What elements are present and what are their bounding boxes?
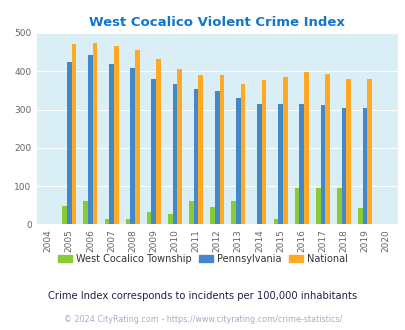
Text: Crime Index corresponds to incidents per 100,000 inhabitants: Crime Index corresponds to incidents per… (48, 291, 357, 301)
Bar (71, 45, 76, 224)
Bar (135, 50, 139, 224)
Bar (151, 79, 156, 224)
Bar (345, 79, 350, 224)
Bar (367, 79, 371, 224)
Bar (168, 214, 172, 224)
Bar (231, 201, 235, 224)
Bar (177, 69, 181, 224)
Bar (341, 108, 345, 224)
Bar (189, 201, 193, 224)
Bar (83, 201, 88, 224)
Bar (210, 207, 214, 224)
Bar (214, 91, 219, 224)
Bar (172, 84, 177, 224)
Bar (336, 188, 341, 224)
Bar (320, 105, 324, 224)
Bar (92, 43, 97, 224)
Text: © 2024 CityRating.com - https://www.cityrating.com/crime-statistics/: © 2024 CityRating.com - https://www.city… (64, 315, 341, 324)
Bar (88, 55, 92, 224)
Bar (130, 68, 135, 224)
Bar (357, 208, 362, 224)
Bar (113, 46, 118, 224)
Bar (193, 89, 198, 224)
Bar (298, 104, 303, 224)
Bar (315, 188, 320, 224)
Bar (147, 212, 151, 224)
Bar (62, 206, 67, 224)
Bar (198, 76, 202, 224)
Bar (303, 72, 308, 224)
Bar (235, 98, 240, 224)
Bar (126, 219, 130, 224)
Bar (261, 80, 266, 224)
Bar (277, 104, 282, 224)
Bar (104, 219, 109, 224)
Bar (256, 104, 261, 224)
Bar (362, 108, 367, 224)
Title: West Cocalico Violent Crime Index: West Cocalico Violent Crime Index (89, 16, 344, 29)
Bar (273, 219, 277, 224)
Bar (67, 62, 71, 224)
Bar (219, 76, 224, 224)
Bar (156, 59, 160, 224)
Bar (240, 83, 245, 224)
Bar (324, 74, 329, 224)
Legend: West Cocalico Township, Pennsylvania, National: West Cocalico Township, Pennsylvania, Na… (54, 249, 351, 267)
Bar (109, 64, 113, 224)
Bar (294, 188, 298, 224)
Bar (282, 78, 287, 224)
